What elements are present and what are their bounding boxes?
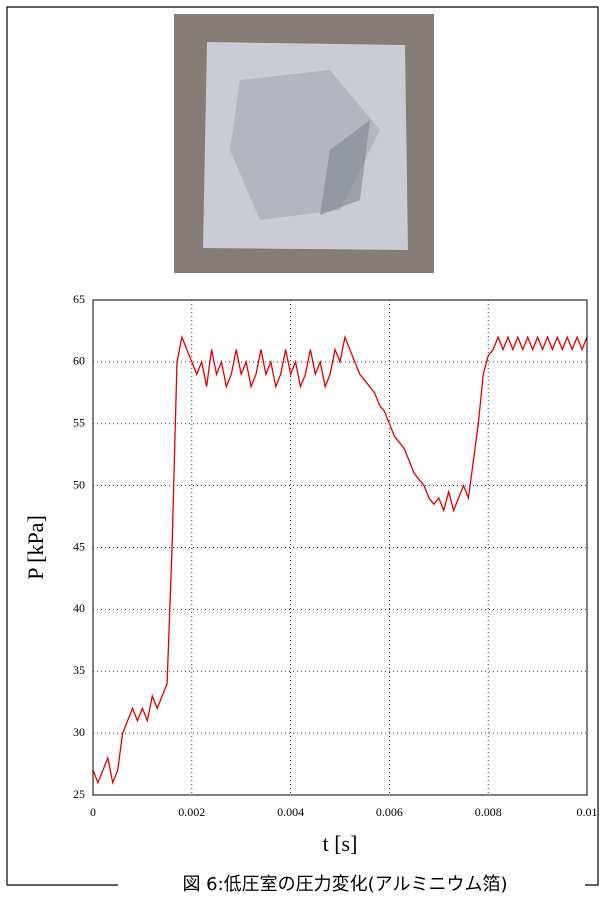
- photo: [174, 14, 434, 273]
- y-tick-label: 60: [73, 354, 85, 368]
- x-axis-label: t [s]: [323, 831, 358, 856]
- x-tick-label: 0.006: [376, 805, 403, 819]
- y-tick-label: 65: [73, 292, 85, 306]
- y-axis-label: P [kPa]: [23, 515, 48, 580]
- y-tick-label: 25: [73, 787, 85, 801]
- y-tick-label: 30: [73, 725, 85, 739]
- x-tick-label: 0: [90, 805, 96, 819]
- frame-border: [6, 6, 599, 886]
- frame: [6, 6, 599, 886]
- x-tick-label: 0.01: [577, 805, 598, 819]
- y-tick-label: 35: [73, 663, 85, 677]
- foil-crease: [320, 120, 370, 215]
- y-tick-label: 40: [73, 601, 85, 615]
- plot-area: [93, 300, 587, 795]
- y-tick-label: 45: [73, 539, 85, 553]
- caption: 図 6:低圧室の圧力変化(アルミニウム箔): [182, 874, 507, 895]
- plot-frame: [92, 299, 588, 796]
- data-line: [92, 334, 588, 785]
- x-tick-label: 0.008: [475, 805, 502, 819]
- x-tick-label: 0.002: [178, 805, 205, 819]
- y-tick-label: 55: [73, 416, 85, 430]
- y-tick-label: 50: [73, 477, 85, 491]
- x-tick-label: 0.004: [277, 805, 304, 819]
